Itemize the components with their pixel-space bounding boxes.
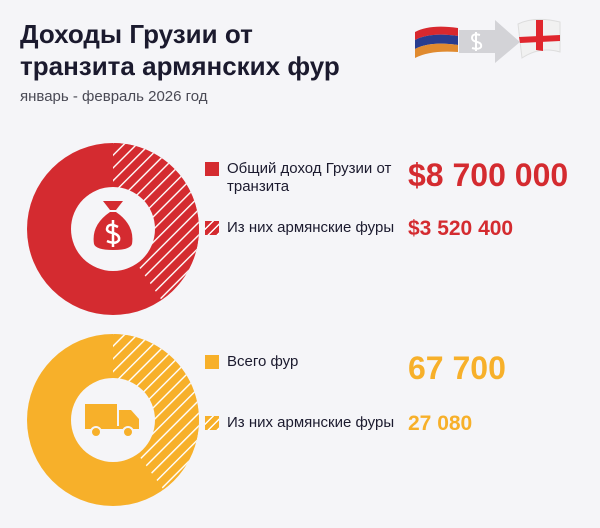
georgia-flag-icon: [517, 18, 561, 59]
title-line-2: транзита армянских фур: [20, 51, 340, 81]
page-title: Доходы Грузии от транзита армянских фур: [20, 18, 340, 82]
legend-swatch-hatched: [205, 221, 219, 235]
legend-label: Всего фур: [227, 353, 299, 370]
armenia-flag-icon: [415, 26, 458, 58]
subtitle: январь - февраль 2026 год: [20, 88, 208, 105]
truck-icon: [71, 378, 155, 462]
donut-segment-armenian: [113, 334, 200, 490]
dollar-arrow-icon: [459, 20, 520, 63]
total-income-value: $8 700 000: [408, 157, 569, 193]
legend-total-income: Общий доход Грузии от транзита: [205, 160, 395, 196]
legend-label: Из них армянские фуры: [227, 414, 395, 431]
legend-swatch-hatched: [205, 416, 219, 430]
legend-swatch-solid: [205, 355, 219, 369]
dollar-sign-icon: [470, 32, 483, 51]
legend-armenian-trucks: Из них армянские фуры: [205, 414, 395, 432]
donut-segment-armenian: [113, 143, 200, 301]
total-trucks-value: 67 700: [408, 350, 506, 386]
legend-armenian-income: Из них армянские фуры: [205, 219, 395, 237]
title-line-1: Доходы Грузии от: [20, 19, 253, 49]
legend-label: Общий доход Грузии от транзита: [227, 160, 392, 195]
armenian-income-value: $3 520 400: [408, 217, 514, 240]
legend-total-trucks: Всего фур: [205, 353, 395, 371]
legend-label: Из них армянские фуры: [227, 219, 395, 236]
money-bag-icon: [71, 187, 155, 271]
legend-swatch-solid: [205, 162, 219, 176]
armenian-trucks-value: 27 080: [408, 412, 473, 435]
